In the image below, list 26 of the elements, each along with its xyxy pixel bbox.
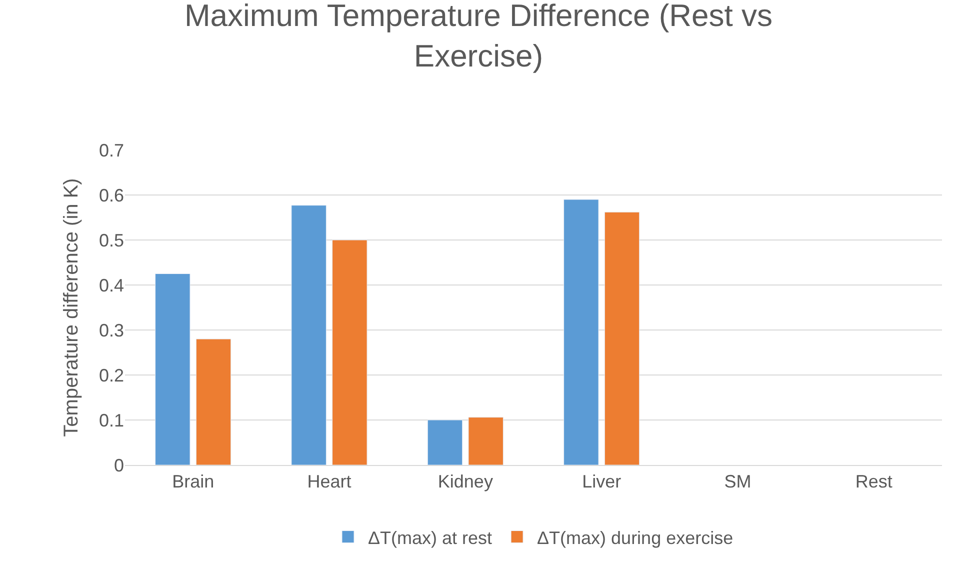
x-tick-label: Liver xyxy=(582,472,622,492)
bar xyxy=(332,240,368,465)
bar xyxy=(604,212,640,465)
x-tick-label: Heart xyxy=(307,472,352,492)
bar xyxy=(196,338,232,465)
x-tick-label: Brain xyxy=(172,472,214,492)
bar xyxy=(564,199,599,465)
bar xyxy=(468,417,504,465)
x-tick-label: Kidney xyxy=(438,472,493,492)
bar xyxy=(291,205,326,465)
y-tick-label: 0 xyxy=(114,455,124,476)
bar xyxy=(427,420,463,465)
y-tick-label: 0.5 xyxy=(98,230,124,250)
y-axis-title: Temperature difference (in K) xyxy=(60,178,82,437)
legend-label: ΔT(max) at rest xyxy=(368,528,492,548)
y-tick-label: 0.1 xyxy=(98,410,124,430)
y-tick-label: 0.6 xyxy=(98,185,124,206)
y-tick-label: 0.2 xyxy=(98,365,124,386)
y-tick-label: 0.4 xyxy=(98,275,124,296)
chart-title: Maximum Temperature Difference (Rest vs Exercise) xyxy=(184,0,773,74)
x-tick-label: Rest xyxy=(855,472,892,492)
bar xyxy=(155,274,190,465)
legend-label: ΔT(max) during exercise xyxy=(537,528,734,548)
x-tick-label: SM xyxy=(724,472,752,492)
y-tick-label: 0.7 xyxy=(98,140,124,160)
y-tick-label: 0.3 xyxy=(98,320,124,340)
